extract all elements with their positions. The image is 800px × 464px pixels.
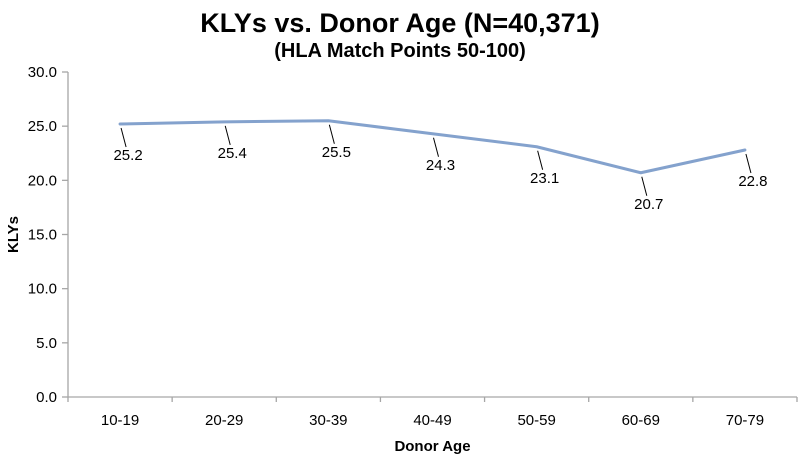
y-tick-label: 0.0 [36, 389, 57, 406]
y-tick-label: 20.0 [28, 172, 57, 189]
y-tick-label: 30.0 [28, 64, 57, 81]
data-label: 23.1 [530, 170, 559, 187]
x-axis-title: Donor Age [394, 438, 470, 455]
data-label: 24.3 [426, 157, 455, 174]
data-label-leader [328, 124, 335, 144]
y-tick-label: 10.0 [28, 281, 57, 298]
y-tick-label: 5.0 [36, 335, 57, 352]
y-tick-label: 25.0 [28, 118, 57, 135]
data-label-leader [433, 137, 439, 157]
plot-area: 0.0 5.0 10.0 15.0 20.0 25.0 30.0 10-19 20-29 30-3… [5, 64, 798, 455]
x-category-label: 50-59 [517, 412, 555, 429]
data-label: 25.4 [218, 145, 247, 162]
data-label-leader [745, 153, 752, 174]
data-label-leader [224, 125, 231, 145]
x-category-label: 10-19 [101, 412, 139, 429]
chart-title: KLYs vs. Donor Age (N=40,371) [200, 8, 599, 38]
data-label: 25.2 [113, 147, 142, 164]
x-category-label: 40-49 [413, 412, 451, 429]
y-tick-label: 15.0 [28, 227, 57, 244]
x-category-label: 60-69 [622, 412, 660, 429]
y-axis-title: KLYs [5, 216, 22, 253]
data-label-leader [641, 176, 648, 196]
chart-subtitle: (HLA Match Points 50-100) [274, 40, 526, 62]
data-label-leader [120, 127, 127, 148]
x-category-label: 20-29 [205, 412, 243, 429]
x-category-label: 70-79 [726, 412, 764, 429]
x-category-label: 30-39 [309, 412, 347, 429]
data-label-leader [537, 150, 544, 170]
data-label: 22.8 [738, 173, 767, 190]
data-label: 20.7 [634, 196, 663, 213]
data-label: 25.5 [322, 144, 351, 161]
series-line [118, 119, 747, 175]
